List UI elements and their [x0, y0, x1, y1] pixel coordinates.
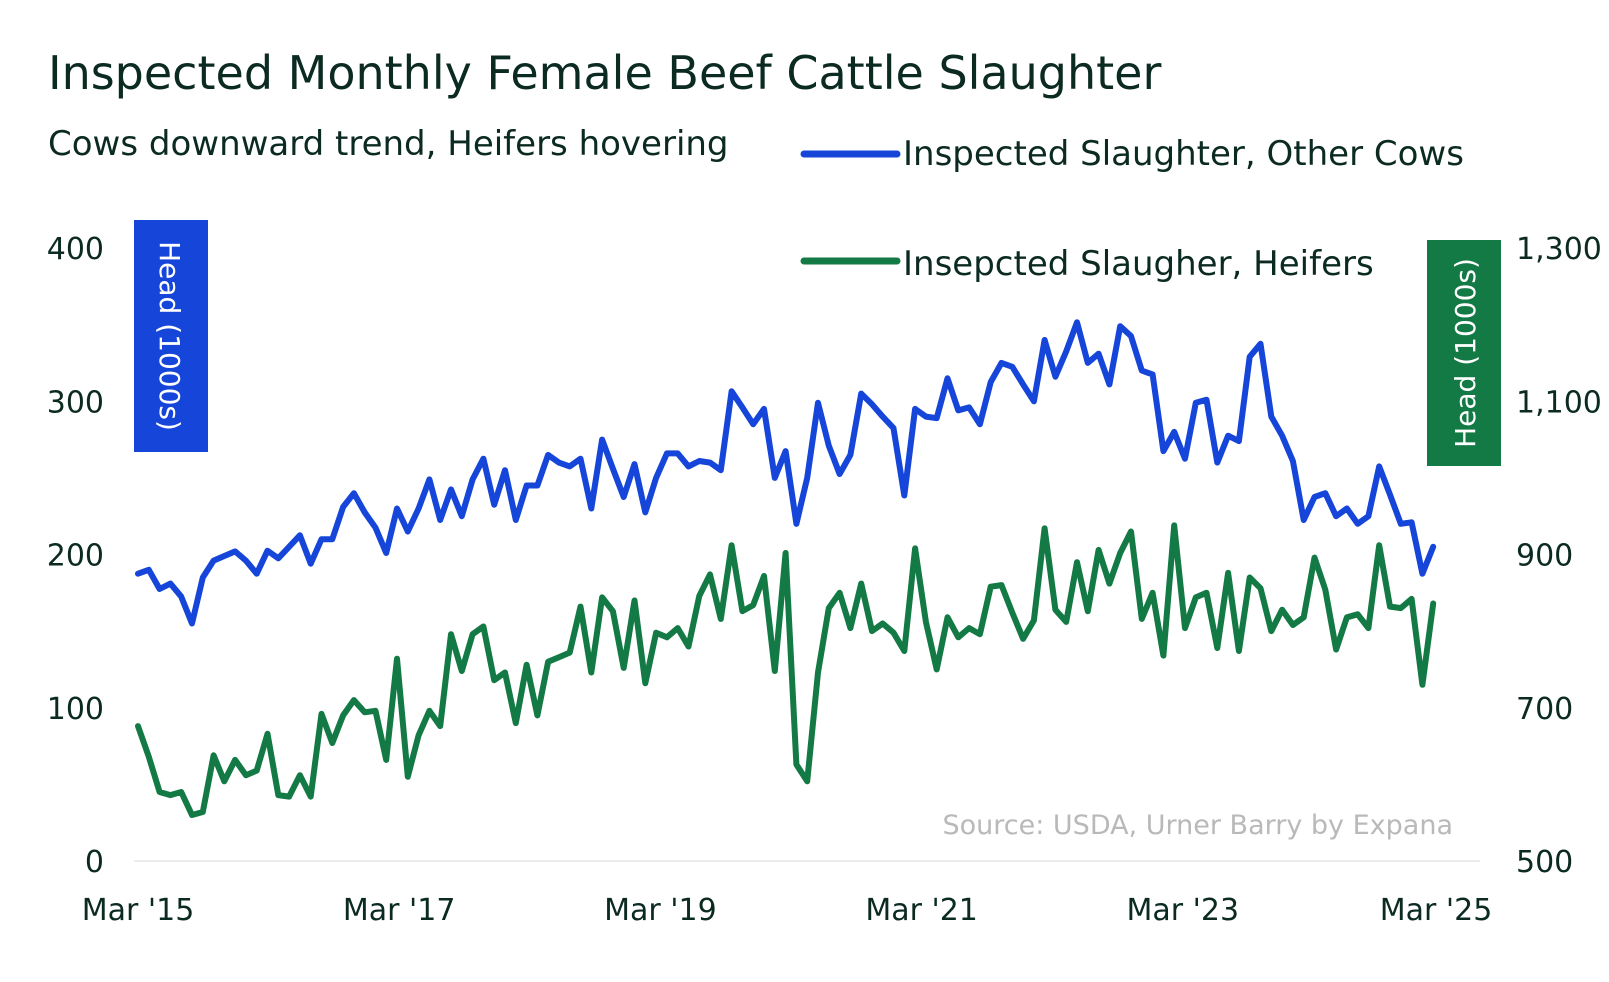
left-tick-label: 100 — [47, 692, 104, 727]
right-tick-label: 900 — [1516, 539, 1573, 574]
right-axis-label-text: Head (1000s) — [1449, 258, 1482, 448]
right-axis-label: Head (1000s) — [1427, 240, 1501, 466]
series-line-heifers — [135, 522, 1437, 818]
source-note: Source: USDA, Urner Barry by Expana — [943, 810, 1454, 841]
right-tick-label: 500 — [1516, 845, 1573, 880]
left-axis-label-box — [134, 220, 208, 452]
legend: Inspected Slaughter, Other Cows Insepcte… — [800, 134, 1464, 284]
chart-title: Inspected Monthly Female Beef Cattle Sla… — [48, 46, 1161, 100]
left-tick-label: 400 — [47, 232, 104, 267]
left-axis-label: Head (1000s) — [134, 220, 208, 452]
x-tick-label: Mar '21 — [865, 893, 978, 928]
x-tick-label: Mar '23 — [1127, 893, 1240, 928]
right-axis-label-box — [1427, 240, 1501, 466]
x-tick-label: Mar '19 — [604, 893, 717, 928]
left-tick-label: 200 — [47, 539, 104, 574]
legend-label-other-cows: Inspected Slaughter, Other Cows — [903, 134, 1464, 174]
right-tick-label: 1,300 — [1516, 232, 1602, 267]
series-line-other-cows — [135, 319, 1437, 627]
legend-label-heifers: Insepcted Slaugher, Heifers — [903, 244, 1374, 284]
x-tick-label: Mar '15 — [82, 893, 195, 928]
x-tick-label: Mar '17 — [343, 893, 456, 928]
left-tick-label: 0 — [85, 845, 104, 880]
chart-subtitle: Cows downward trend, Heifers hovering — [48, 124, 729, 164]
right-tick-label: 700 — [1516, 692, 1573, 727]
x-tick-label: Mar '25 — [1380, 893, 1493, 928]
left-tick-label: 300 — [47, 385, 104, 420]
right-tick-label: 1,100 — [1516, 385, 1602, 420]
left-axis-label-text: Head (1000s) — [153, 241, 186, 431]
